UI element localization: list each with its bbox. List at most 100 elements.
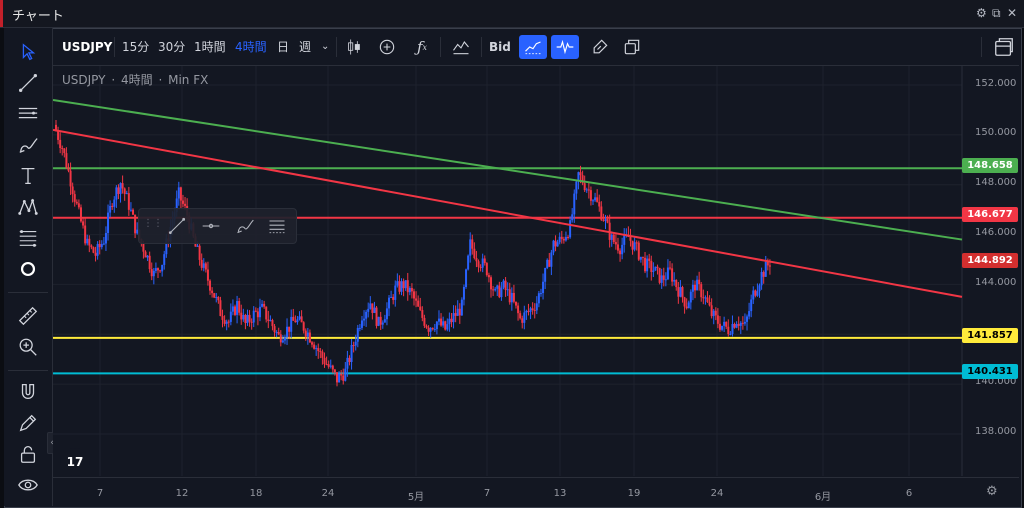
interval-15m[interactable]: 15分 <box>122 40 150 54</box>
candle-body <box>556 242 559 247</box>
price-tag-cyan[interactable]: 140.431 <box>962 364 1018 379</box>
templates-icon[interactable] <box>449 35 473 59</box>
candle-body <box>502 280 505 288</box>
eye-icon[interactable] <box>16 473 40 497</box>
candle-body <box>598 201 601 207</box>
layout-icon[interactable] <box>990 35 1018 59</box>
close-icon[interactable]: ✕ <box>1007 6 1018 20</box>
candle-body <box>385 308 388 320</box>
candle-body <box>390 296 393 298</box>
candle-body <box>581 175 584 184</box>
candle-body <box>348 357 351 363</box>
ruler-icon[interactable] <box>16 304 40 328</box>
candle-body <box>375 307 378 326</box>
candle-body <box>544 268 547 282</box>
magnet-icon[interactable] <box>16 380 40 404</box>
candle-body <box>743 321 746 324</box>
candle-body <box>523 312 526 323</box>
line-chart-icon[interactable] <box>519 35 547 59</box>
brush-icon[interactable] <box>233 214 257 238</box>
candle-body <box>648 258 651 261</box>
candle-body <box>712 310 715 317</box>
interval-4h[interactable]: 4時間 <box>235 40 267 54</box>
circle-icon[interactable] <box>16 257 40 281</box>
time-axis[interactable] <box>53 477 1019 507</box>
candle-body <box>537 293 540 304</box>
horizontal-ray-icon[interactable] <box>199 214 223 238</box>
candle-body <box>209 280 212 291</box>
brush-icon[interactable] <box>588 35 612 59</box>
candle-body <box>215 297 218 299</box>
symbol-button[interactable]: USDJPY <box>62 40 113 54</box>
tradingview-logo[interactable]: 17 <box>60 448 90 476</box>
time-tick: 13 <box>553 488 567 499</box>
candle-body <box>702 297 705 299</box>
candle-body <box>548 259 551 267</box>
price-chart[interactable] <box>53 66 1019 476</box>
price-tag-yellow[interactable]: 141.857 <box>962 328 1018 343</box>
popout-icon[interactable]: ⧉ <box>992 6 1001 20</box>
interval-week[interactable]: 週 <box>299 40 312 54</box>
time-tick: 6月 <box>814 492 832 503</box>
fib-icon[interactable] <box>16 226 40 250</box>
drag-handle[interactable]: ⋮⋮ <box>143 218 163 229</box>
trendline-icon[interactable] <box>16 71 40 95</box>
trendline-icon[interactable] <box>165 214 189 238</box>
candle-body <box>492 289 495 291</box>
candle-body <box>423 317 426 326</box>
toolbar-divider <box>981 37 982 57</box>
candle-body <box>685 306 688 309</box>
candle-body <box>381 322 384 325</box>
candle-body <box>739 322 742 326</box>
candle-body <box>435 321 438 330</box>
candle-body <box>460 299 463 316</box>
zoom-in-icon[interactable] <box>16 335 40 359</box>
candle-body <box>107 212 110 234</box>
candle-body <box>236 301 239 315</box>
interval-30m[interactable]: 30分 <box>158 40 186 54</box>
candle-body <box>652 270 655 272</box>
candle-body <box>94 252 97 256</box>
legend-source: Min FX <box>168 73 209 87</box>
candles-icon[interactable] <box>342 35 366 59</box>
price-tag-last[interactable]: 144.892 <box>962 253 1018 268</box>
text-icon[interactable] <box>16 164 40 188</box>
copy-icon[interactable] <box>620 35 644 59</box>
candle-body <box>569 220 572 238</box>
lock-icon[interactable] <box>16 442 40 466</box>
candle-body <box>756 291 759 296</box>
legend-interval: 4時間 <box>120 73 153 87</box>
lines-settings-icon[interactable] <box>265 214 289 238</box>
candle-body <box>132 209 135 215</box>
lock-drawing-icon[interactable] <box>16 411 40 435</box>
candle-body <box>552 240 555 253</box>
gear-icon[interactable]: ⚙ <box>976 6 987 20</box>
bid-button[interactable]: Bid <box>489 40 511 54</box>
candle-body <box>735 323 738 328</box>
candle-body <box>589 190 592 201</box>
candle-body <box>265 306 268 320</box>
gear-icon[interactable]: ⚙ <box>986 484 998 499</box>
wave-icon[interactable] <box>551 35 579 59</box>
horizontal-levels <box>53 167 962 375</box>
brush-icon[interactable] <box>16 133 40 157</box>
candle-body <box>583 183 586 191</box>
candle-body <box>292 316 295 321</box>
horizontal-lines-icon[interactable] <box>16 102 40 126</box>
candle-body <box>204 263 207 270</box>
cursor-icon[interactable] <box>16 40 40 64</box>
candle-body <box>519 313 522 319</box>
price-tag-green[interactable]: 148.658 <box>962 158 1018 173</box>
pattern-icon[interactable] <box>16 195 40 219</box>
candle-body <box>313 344 316 349</box>
candle-body <box>304 330 307 337</box>
interval-1h[interactable]: 1時間 <box>194 40 226 54</box>
add-compare-icon[interactable] <box>375 35 399 59</box>
interval-day[interactable]: 日 <box>277 40 290 54</box>
price-tag-red[interactable]: 146.677 <box>962 207 1018 222</box>
chevron-down-icon[interactable]: ⌄ <box>321 41 330 52</box>
candle-body <box>531 308 534 310</box>
toolbar-divider <box>8 292 48 293</box>
candle-body <box>646 258 649 272</box>
